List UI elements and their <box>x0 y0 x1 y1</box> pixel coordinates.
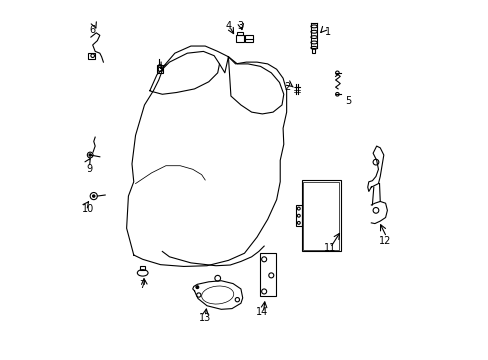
Text: 3: 3 <box>237 21 243 31</box>
Text: 2: 2 <box>284 82 290 92</box>
Bar <box>259 253 275 296</box>
Circle shape <box>89 154 91 156</box>
Text: 6: 6 <box>89 25 96 35</box>
Circle shape <box>93 195 95 197</box>
Text: 14: 14 <box>255 307 267 317</box>
Bar <box>296 205 301 226</box>
Bar <box>244 35 253 42</box>
Text: 11: 11 <box>324 243 336 253</box>
Text: 7: 7 <box>139 280 145 291</box>
Bar <box>312 48 315 53</box>
Bar <box>237 32 242 35</box>
Text: 12: 12 <box>379 236 391 246</box>
Text: 5: 5 <box>344 96 350 107</box>
Circle shape <box>196 286 198 289</box>
Text: 13: 13 <box>199 312 211 323</box>
Text: 8: 8 <box>156 64 162 74</box>
Bar <box>303 182 339 249</box>
Bar <box>88 53 95 59</box>
Bar <box>157 65 163 73</box>
Bar <box>140 266 145 270</box>
Text: 9: 9 <box>86 164 92 174</box>
Text: 10: 10 <box>82 203 94 213</box>
Text: 1: 1 <box>325 27 331 37</box>
Bar <box>301 180 340 251</box>
Text: 4: 4 <box>225 21 231 31</box>
Bar <box>235 35 244 42</box>
